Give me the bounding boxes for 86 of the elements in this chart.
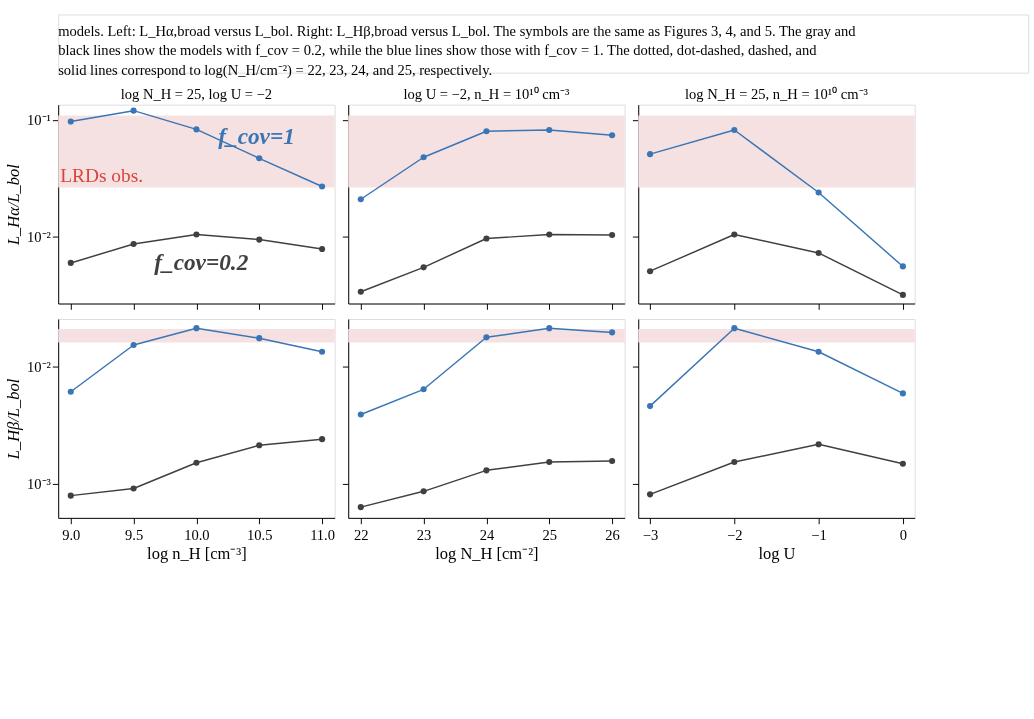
point (483, 334, 490, 341)
point (815, 348, 822, 355)
point (67, 492, 74, 499)
point (483, 128, 490, 135)
x-tick-label: 25 (542, 526, 558, 543)
x-axis-title: log U (758, 544, 796, 564)
point (420, 154, 427, 161)
point (357, 504, 364, 511)
point (357, 288, 364, 295)
x-tick-label: 0 (899, 526, 908, 543)
x-tick-label: −3 (642, 526, 659, 543)
x-axis-title: log n_H [cm⁻³] (147, 544, 247, 564)
text: models. Left: L_Hα,broad versus L_bol. Right: L_Hβ,broad versus L_bol. The symbols are the same as Figures 3, 4, and 5. The gray and black lines show the models with f_cov = 0.2, while the blue lines show those with f_cov = 1. The dotted, dot-dashed, dashed, and solid lines correspond to log(N_H/cm⁻²) = 22, 23, 24, and 25, respectively. (58, 22, 857, 79)
chart-title: log N_H = 25, log U = −2 (120, 85, 273, 102)
x-tick-label: 10.0 (184, 526, 210, 543)
point (130, 485, 137, 492)
x-tick-label: 10.5 (247, 526, 273, 543)
point (420, 488, 427, 495)
point (357, 411, 364, 418)
point (815, 189, 822, 196)
annotation: f_cov=1 (218, 122, 295, 149)
y-tick-label: 10⁻² (27, 358, 52, 375)
point (420, 386, 427, 393)
point (546, 325, 553, 332)
point (357, 196, 364, 203)
point (67, 259, 74, 266)
point (546, 126, 553, 134)
point (899, 460, 906, 467)
point (899, 263, 906, 270)
point (646, 403, 654, 410)
x-tick-label: 9.0 (62, 526, 81, 543)
point (483, 235, 490, 242)
x-tick-label: 24 (479, 526, 495, 543)
point (319, 183, 326, 190)
point (67, 118, 74, 125)
point (815, 249, 822, 257)
x-axis-title: log N_H [cm⁻²] (435, 544, 539, 564)
point (67, 388, 74, 395)
point (256, 236, 263, 243)
y-tick-label: 10⁻² (27, 229, 52, 246)
y-axis-title: L_Hβ/L_bol (4, 378, 24, 461)
point (256, 442, 263, 449)
point (731, 325, 738, 332)
point (646, 491, 654, 498)
point (609, 458, 616, 465)
point (130, 341, 137, 349)
x-tick-label: −1 (811, 526, 827, 543)
point (731, 231, 738, 238)
point (319, 348, 326, 355)
x-tick-label: 9.5 (124, 526, 144, 543)
point (193, 126, 200, 133)
chart-title: log N_H = 25, n_H = 10¹⁰ cm⁻³ (685, 85, 869, 102)
x-tick-label: 23 (416, 526, 432, 543)
point (609, 231, 616, 239)
point (546, 458, 553, 466)
y-tick-label: 10⁻³ (27, 475, 52, 492)
point (731, 458, 738, 466)
band-label: LRDs obs. (60, 164, 144, 186)
point (646, 268, 654, 275)
point (193, 459, 200, 466)
point (815, 441, 822, 448)
point (256, 155, 263, 162)
x-tick-label: 22 (354, 526, 369, 543)
point (319, 436, 326, 443)
chart-title: log U = −2, n_H = 10¹⁰ cm⁻³ (403, 85, 571, 102)
point (609, 329, 616, 336)
point (609, 132, 616, 139)
point (483, 467, 490, 474)
point (546, 231, 553, 238)
annotation: f_cov=0.2 (154, 249, 249, 276)
point (420, 264, 427, 271)
y-axis-title: L_Hα/L_bol (4, 163, 24, 247)
y-tick-label: 10⁻¹ (27, 112, 51, 129)
point (319, 245, 326, 253)
point (130, 240, 137, 248)
point (899, 390, 906, 397)
point (646, 151, 654, 158)
x-tick-label: 26 (605, 526, 620, 543)
point (731, 126, 738, 134)
point (899, 291, 906, 298)
point (193, 325, 200, 332)
x-tick-label: 11.0 (310, 526, 336, 543)
point (256, 335, 263, 342)
point (193, 231, 200, 238)
x-tick-label: −2 (727, 526, 743, 543)
point (130, 107, 137, 114)
